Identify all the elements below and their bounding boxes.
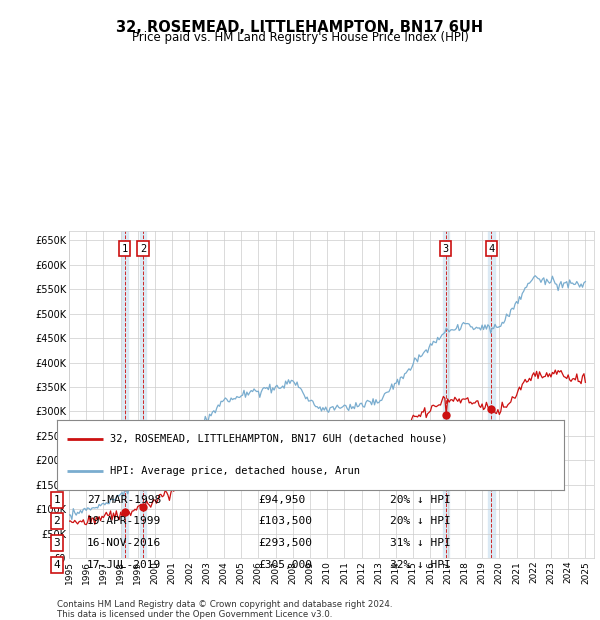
Text: 4: 4 <box>488 244 494 254</box>
Text: 20% ↓ HPI: 20% ↓ HPI <box>390 516 451 526</box>
Text: 27-MAR-1998: 27-MAR-1998 <box>87 495 161 505</box>
Text: Price paid vs. HM Land Registry's House Price Index (HPI): Price paid vs. HM Land Registry's House … <box>131 31 469 44</box>
Text: 32, ROSEMEAD, LITTLEHAMPTON, BN17 6UH: 32, ROSEMEAD, LITTLEHAMPTON, BN17 6UH <box>116 20 484 35</box>
Text: 17-JUL-2019: 17-JUL-2019 <box>87 560 161 570</box>
Text: £94,950: £94,950 <box>258 495 305 505</box>
Text: 2: 2 <box>140 244 146 254</box>
Text: 32, ROSEMEAD, LITTLEHAMPTON, BN17 6UH (detached house): 32, ROSEMEAD, LITTLEHAMPTON, BN17 6UH (d… <box>110 434 448 444</box>
Text: 3: 3 <box>442 244 449 254</box>
Text: £293,500: £293,500 <box>258 538 312 548</box>
Text: 32% ↓ HPI: 32% ↓ HPI <box>390 560 451 570</box>
Text: 2: 2 <box>53 516 61 526</box>
Text: £103,500: £103,500 <box>258 516 312 526</box>
Text: 1: 1 <box>121 244 128 254</box>
Bar <box>488 231 494 558</box>
Text: 3: 3 <box>53 538 61 548</box>
Text: £305,000: £305,000 <box>258 560 312 570</box>
Bar <box>443 231 449 558</box>
Text: 4: 4 <box>53 560 61 570</box>
Text: 19-APR-1999: 19-APR-1999 <box>87 516 161 526</box>
Text: 20% ↓ HPI: 20% ↓ HPI <box>390 495 451 505</box>
Text: HPI: Average price, detached house, Arun: HPI: Average price, detached house, Arun <box>110 466 360 476</box>
Text: 31% ↓ HPI: 31% ↓ HPI <box>390 538 451 548</box>
Text: 16-NOV-2016: 16-NOV-2016 <box>87 538 161 548</box>
Bar <box>140 231 146 558</box>
Text: Contains HM Land Registry data © Crown copyright and database right 2024.
This d: Contains HM Land Registry data © Crown c… <box>57 600 392 619</box>
Bar <box>121 231 128 558</box>
Text: 1: 1 <box>53 495 61 505</box>
